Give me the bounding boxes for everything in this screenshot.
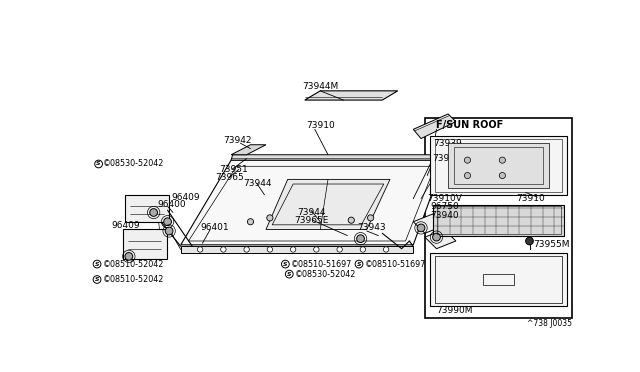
Text: 73910: 73910 [516, 194, 545, 203]
Circle shape [355, 260, 363, 268]
Text: S: S [95, 262, 99, 267]
Text: 73944: 73944 [297, 208, 326, 217]
Text: 96401: 96401 [200, 224, 228, 232]
Text: 73965: 73965 [216, 173, 244, 182]
Circle shape [465, 173, 470, 179]
Text: 73944: 73944 [243, 179, 271, 188]
Polygon shape [430, 135, 566, 195]
Polygon shape [448, 143, 549, 188]
Text: F/SUN ROOF: F/SUN ROOF [436, 121, 504, 131]
Polygon shape [425, 230, 456, 249]
Text: S: S [287, 272, 291, 277]
Text: 73910V: 73910V [428, 194, 462, 203]
Circle shape [165, 227, 173, 235]
Circle shape [417, 224, 425, 232]
Polygon shape [413, 214, 444, 233]
Text: ©08530-52042: ©08530-52042 [294, 270, 356, 279]
Text: ©08530-52042: ©08530-52042 [103, 160, 164, 169]
Polygon shape [305, 91, 397, 100]
Circle shape [244, 247, 250, 252]
Text: 73951: 73951 [220, 165, 248, 174]
Polygon shape [123, 230, 167, 259]
Circle shape [248, 219, 253, 225]
Text: 73910: 73910 [307, 121, 335, 130]
Circle shape [95, 160, 102, 168]
Circle shape [465, 157, 470, 163]
Text: 73943: 73943 [358, 224, 386, 232]
Circle shape [499, 173, 506, 179]
Polygon shape [231, 145, 266, 155]
Text: 73942: 73942 [223, 137, 252, 145]
Text: ©08510-52042: ©08510-52042 [102, 275, 164, 284]
Circle shape [197, 247, 203, 252]
Circle shape [291, 247, 296, 252]
Circle shape [285, 270, 293, 278]
Text: S: S [356, 262, 361, 267]
Text: 73939: 73939 [433, 139, 462, 148]
Circle shape [267, 247, 273, 252]
Circle shape [383, 247, 389, 252]
Text: S: S [283, 262, 287, 267]
Polygon shape [433, 205, 564, 235]
Circle shape [150, 209, 157, 217]
Text: ©08510-51697: ©08510-51697 [364, 260, 426, 269]
Circle shape [348, 217, 355, 223]
Circle shape [93, 260, 101, 268]
Circle shape [221, 247, 226, 252]
Text: 96409: 96409 [111, 221, 140, 230]
Circle shape [433, 233, 440, 241]
Text: ©08510-51697: ©08510-51697 [291, 260, 352, 269]
Circle shape [125, 253, 132, 260]
Text: 73944M: 73944M [302, 83, 339, 92]
Polygon shape [180, 160, 444, 245]
Polygon shape [180, 246, 413, 253]
Text: 73940A: 73940A [433, 154, 467, 163]
FancyBboxPatch shape [425, 118, 572, 318]
Text: S: S [97, 161, 101, 167]
Circle shape [282, 260, 289, 268]
Polygon shape [430, 253, 566, 307]
Polygon shape [413, 114, 456, 139]
Circle shape [499, 157, 506, 163]
Circle shape [267, 215, 273, 221]
Text: 73965E: 73965E [294, 216, 328, 225]
Circle shape [360, 247, 365, 252]
Text: 96400: 96400 [157, 200, 186, 209]
Circle shape [356, 235, 364, 243]
Circle shape [93, 276, 101, 283]
Polygon shape [266, 179, 390, 230]
Text: ^738 J0035: ^738 J0035 [527, 319, 572, 328]
Circle shape [164, 218, 172, 225]
Text: 73940: 73940 [430, 211, 459, 220]
Text: 73955M: 73955M [533, 240, 570, 249]
Text: S: S [95, 277, 99, 282]
Text: ©08510-52042: ©08510-52042 [102, 260, 164, 269]
Polygon shape [231, 155, 444, 160]
Text: 96409: 96409 [172, 193, 200, 202]
Text: 96750: 96750 [430, 202, 459, 211]
Circle shape [337, 247, 342, 252]
Circle shape [314, 247, 319, 252]
Circle shape [367, 215, 374, 221]
Polygon shape [125, 195, 169, 222]
Text: 73990M: 73990M [436, 306, 473, 315]
Circle shape [525, 237, 533, 245]
